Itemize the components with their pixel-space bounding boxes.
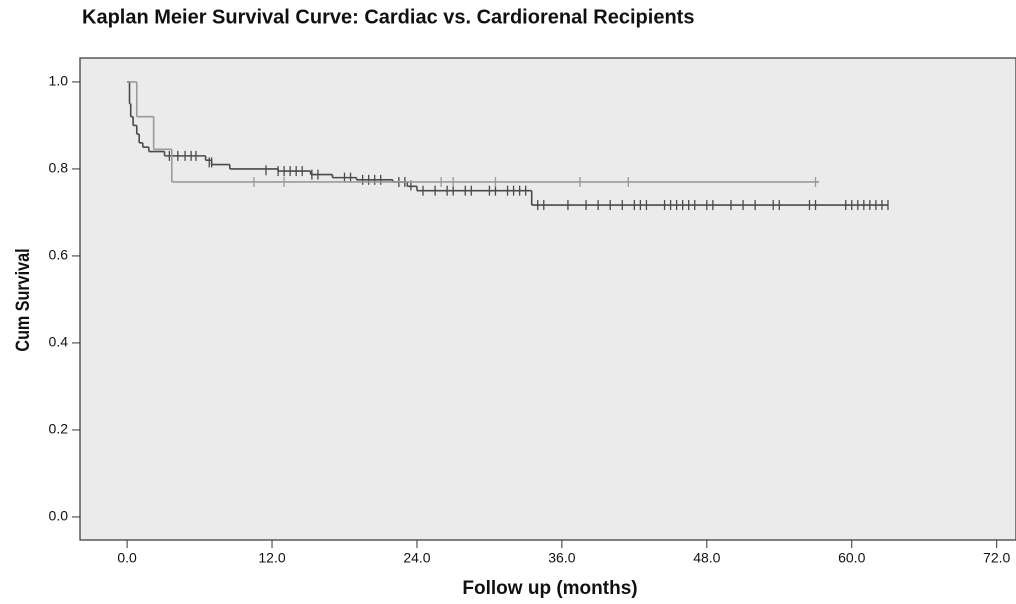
x-tick-label: 12.0 xyxy=(258,550,285,566)
y-tick-label: 0.6 xyxy=(49,247,69,263)
y-tick-label: 0.4 xyxy=(49,334,69,350)
x-tick-label: 0.0 xyxy=(117,550,137,566)
y-tick-label: 1.0 xyxy=(49,73,69,89)
x-tick-label: 60.0 xyxy=(838,550,865,566)
y-tick-label: 0.2 xyxy=(49,421,69,437)
x-tick-label: 36.0 xyxy=(548,550,575,566)
x-tick-label: 72.0 xyxy=(983,550,1010,566)
plot-background xyxy=(79,57,1016,541)
x-axis-label: Follow up (months) xyxy=(462,578,637,599)
y-axis-label: Cum Survival xyxy=(12,248,34,351)
x-tick-label: 48.0 xyxy=(693,550,720,566)
chart-title: Kaplan Meier Survival Curve: Cardiac vs.… xyxy=(82,6,694,28)
x-tick-label: 24.0 xyxy=(403,550,430,566)
y-tick-label: 0.0 xyxy=(49,508,69,524)
y-tick-label: 0.8 xyxy=(49,160,69,176)
